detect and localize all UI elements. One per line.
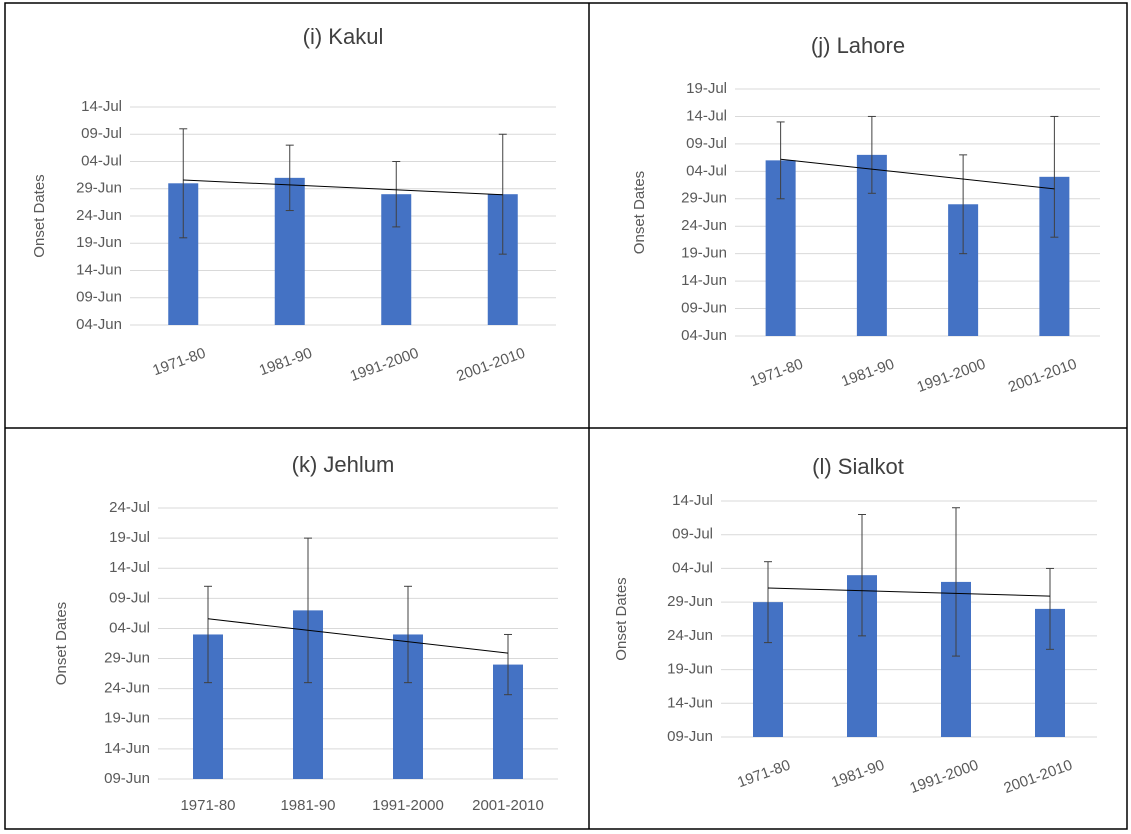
y-tick-label: 14-Jul: [672, 492, 713, 509]
x-tick-label: 2001-2010: [454, 345, 527, 386]
x-tick-label: 2001-2010: [1002, 757, 1075, 798]
y-tick-label: 04-Jul: [686, 162, 727, 179]
y-tick-label: 19-Jul: [109, 529, 150, 546]
x-tick-label: 1981-90: [829, 757, 887, 792]
y-tick-label: 14-Jun: [681, 272, 727, 289]
x-tick-label: 2001-2010: [1006, 356, 1079, 397]
y-tick-label: 14-Jun: [667, 694, 713, 711]
trendline: [767, 587, 1051, 597]
x-tick-label: 1971-80: [748, 356, 806, 391]
y-tick-label: 04-Jun: [681, 327, 727, 344]
trendline: [207, 618, 509, 654]
x-tick-label: 1991-2000: [915, 356, 988, 397]
x-tick-label: 1981-90: [257, 345, 315, 380]
chart-title: (j) Lahore: [811, 33, 905, 58]
y-tick-label: 19-Jun: [681, 245, 727, 262]
y-tick-label: 29-Jun: [681, 190, 727, 207]
x-tick-label: 1971-80: [735, 757, 793, 792]
y-tick-label: 09-Jul: [109, 589, 150, 606]
chart-title: (k) Jehlum: [292, 452, 395, 477]
y-axis-label: Onset Dates: [631, 171, 648, 254]
y-tick-label: 04-Jul: [81, 152, 122, 169]
y-tick-label: 09-Jun: [667, 728, 713, 745]
y-tick-label: 09-Jul: [81, 125, 122, 142]
y-tick-label: 04-Jul: [672, 559, 713, 576]
trendline: [780, 158, 1055, 190]
y-tick-label: 04-Jul: [109, 619, 150, 636]
outer-border: [4, 2, 1128, 830]
y-tick-label: 24-Jun: [681, 217, 727, 234]
y-tick-label: 19-Jun: [104, 710, 150, 727]
y-tick-label: 19-Jun: [667, 661, 713, 678]
y-axis-label: Onset Dates: [613, 577, 630, 660]
y-tick-label: 09-Jun: [681, 300, 727, 317]
y-tick-label: 29-Jun: [76, 180, 122, 197]
x-tick-label: 1981-90: [839, 356, 897, 391]
x-tick-label: 1991-2000: [348, 345, 421, 386]
y-tick-label: 14-Jul: [686, 107, 727, 124]
y-tick-label: 09-Jul: [672, 526, 713, 543]
y-tick-label: 09-Jul: [686, 135, 727, 152]
chart-title: (l) Sialkot: [812, 454, 904, 479]
y-tick-label: 24-Jun: [104, 680, 150, 697]
y-tick-label: 24-Jun: [76, 207, 122, 224]
y-tick-label: 24-Jun: [667, 627, 713, 644]
x-tick-label: 2001-2010: [472, 797, 544, 814]
y-tick-label: 14-Jun: [104, 740, 150, 757]
x-tick-label: 1981-90: [280, 797, 335, 814]
y-axis-label: Onset Dates: [53, 602, 70, 685]
y-tick-label: 14-Jun: [76, 261, 122, 278]
x-tick-label: 1991-2000: [908, 757, 981, 798]
y-tick-label: 24-Jul: [109, 499, 150, 516]
x-tick-label: 1971-80: [150, 345, 208, 380]
x-tick-label: 1971-80: [180, 797, 235, 814]
y-tick-label: 09-Jun: [104, 770, 150, 787]
chart-title: (i) Kakul: [303, 24, 384, 49]
y-tick-label: 09-Jun: [76, 289, 122, 306]
y-tick-label: 14-Jul: [81, 98, 122, 115]
trendline: [183, 179, 503, 196]
y-tick-label: 19-Jul: [686, 80, 727, 97]
y-tick-label: 19-Jun: [76, 234, 122, 251]
x-tick-label: 1991-2000: [372, 797, 444, 814]
y-tick-label: 14-Jul: [109, 559, 150, 576]
y-tick-label: 04-Jun: [76, 316, 122, 333]
y-tick-label: 29-Jun: [104, 650, 150, 667]
y-axis-label: Onset Dates: [31, 174, 48, 257]
y-tick-label: 29-Jun: [667, 593, 713, 610]
